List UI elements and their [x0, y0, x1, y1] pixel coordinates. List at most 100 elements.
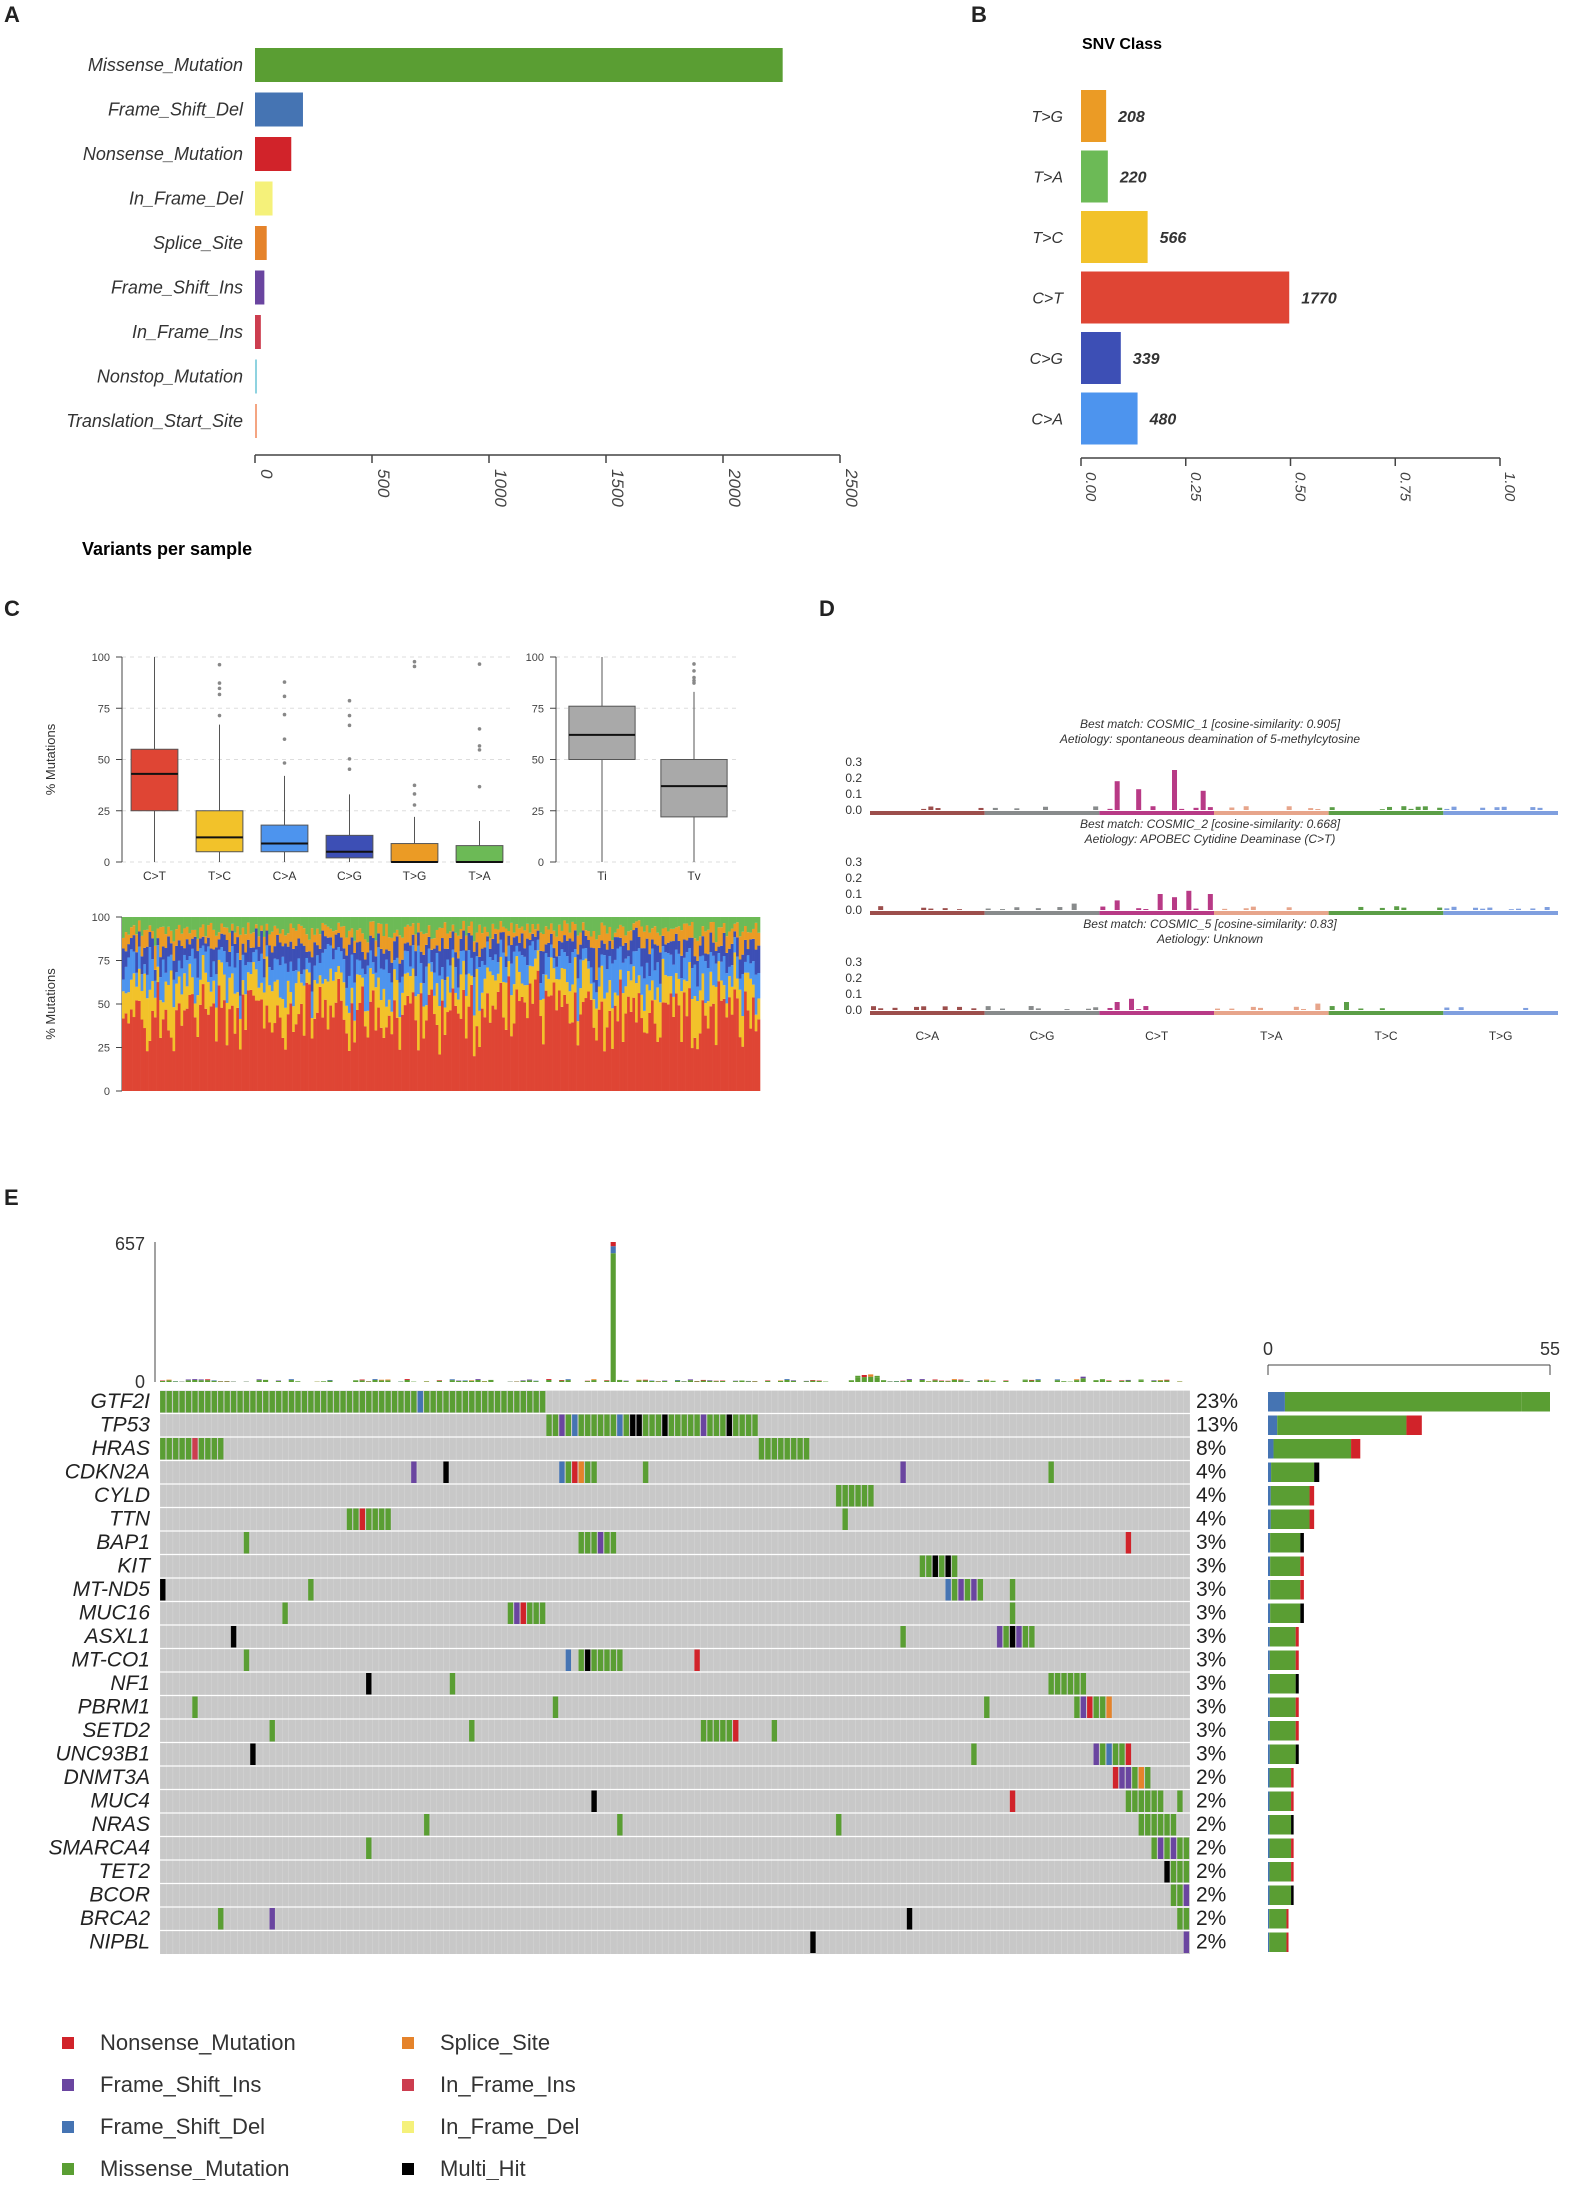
stack-segment — [374, 1030, 378, 1091]
stack-segment — [302, 969, 306, 986]
stack-segment — [507, 976, 511, 1091]
mutation-cell — [243, 1391, 250, 1413]
mutation-cell — [662, 1414, 668, 1436]
count-bar-Missense_Mutation — [1269, 1932, 1287, 1952]
stack-segment — [260, 999, 264, 1091]
gene-label: SMARCA4 — [48, 1837, 150, 1860]
mutation-cell — [263, 1391, 269, 1413]
stack-segment — [597, 935, 601, 948]
stack-segment — [749, 978, 753, 1029]
stack-segment — [414, 934, 418, 952]
stack-segment — [560, 930, 564, 943]
mutation-cell — [919, 1555, 926, 1577]
count-bar-Nonsense_Mutation — [1295, 1721, 1299, 1741]
gene-label: NF1 — [110, 1672, 150, 1695]
tmb-bar — [327, 1379, 333, 1381]
stack-segment — [403, 943, 407, 951]
stack-segment — [318, 917, 322, 935]
stack-segment — [223, 974, 226, 1001]
stack-segment — [448, 917, 452, 932]
outlier — [282, 761, 287, 765]
tmb-bar — [1080, 1378, 1086, 1382]
stack-segment — [145, 974, 149, 999]
signature-bar — [1107, 1007, 1113, 1010]
stack-segment — [526, 917, 530, 924]
count-bar-Multi_Hit — [1300, 1533, 1304, 1553]
stack-segment — [406, 951, 410, 973]
stack-segment — [321, 922, 325, 931]
signature-bar — [1437, 807, 1443, 810]
stack-segment — [363, 974, 367, 1012]
stack-segment — [169, 970, 173, 1038]
stack-segment — [241, 917, 245, 928]
stack-segment — [414, 976, 418, 997]
stack-segment — [167, 917, 171, 927]
stack-segment — [658, 983, 662, 1003]
mutation-cell — [1106, 1743, 1112, 1765]
stack-segment — [555, 1010, 559, 1091]
stack-segment — [690, 921, 694, 938]
stack-segment — [246, 917, 250, 923]
mutation-cell — [945, 1555, 951, 1577]
stack-segment — [632, 951, 636, 967]
context-strip — [1214, 811, 1329, 815]
x-tick-label: C>T — [143, 869, 167, 883]
y-tick-label: 0.1 — [845, 887, 862, 901]
stack-segment — [249, 933, 253, 948]
stack-segment — [353, 982, 357, 1021]
stack-segment — [504, 1029, 508, 1091]
stack-segment — [643, 1010, 646, 1033]
stack-segment — [483, 926, 487, 948]
mutation-cell — [1125, 1767, 1132, 1789]
tmb-bar — [211, 1380, 217, 1382]
stack-segment — [571, 984, 575, 1023]
count-bar-Frame_Shift_Del — [1268, 1462, 1272, 1482]
stack-segment — [571, 941, 575, 953]
stack-segment — [257, 987, 261, 1001]
stack-segment — [305, 951, 309, 958]
tmb-bar — [565, 1380, 571, 1382]
mutation-cell — [346, 1391, 353, 1413]
stack-segment — [698, 917, 702, 937]
stack-segment — [332, 980, 335, 1018]
stack-segment — [292, 1031, 296, 1091]
mutation-cell — [758, 1438, 765, 1460]
mutation-cell — [1138, 1790, 1144, 1812]
mutation-cell — [848, 1485, 855, 1507]
stack-segment — [289, 961, 293, 992]
mutation-cell — [700, 1414, 707, 1436]
stack-segment — [579, 1014, 583, 1091]
category-label: In_Frame_Ins — [132, 322, 243, 342]
stack-segment — [576, 978, 580, 1022]
stack-segment — [268, 967, 272, 986]
stack-segment — [265, 923, 269, 931]
stack-segment — [422, 1006, 426, 1039]
stack-segment — [151, 1010, 155, 1091]
stack-segment — [717, 953, 721, 962]
stack-segment — [337, 978, 341, 1091]
count-bar-Frame_Shift_Del — [1268, 1439, 1274, 1459]
mutation-cell — [900, 1461, 906, 1483]
stack-segment — [595, 992, 599, 1009]
stack-segment — [374, 940, 378, 957]
signature-bar — [1415, 806, 1421, 810]
stack-segment — [483, 978, 487, 1018]
mutation-cell — [1106, 1696, 1112, 1718]
stack-segment — [496, 962, 500, 974]
stack-segment — [494, 954, 498, 981]
category-label: Frame_Shift_Ins — [111, 278, 243, 298]
signature-bar — [1422, 806, 1428, 810]
stack-segment — [486, 967, 490, 994]
stack-segment — [129, 949, 133, 980]
stack-segment — [534, 917, 537, 930]
count-bar-Nonsense_Mutation — [1295, 1697, 1299, 1717]
tmb-bar — [745, 1381, 751, 1382]
stack-segment — [316, 928, 320, 946]
stack-segment — [225, 917, 229, 928]
signature-aetiology: Aetiology: Unknown — [1156, 932, 1263, 946]
mutation-cell — [649, 1414, 655, 1436]
stack-segment — [196, 938, 200, 952]
mutation-cell — [900, 1626, 906, 1648]
stack-segment — [318, 934, 322, 949]
gene-label: DNMT3A — [64, 1766, 150, 1789]
